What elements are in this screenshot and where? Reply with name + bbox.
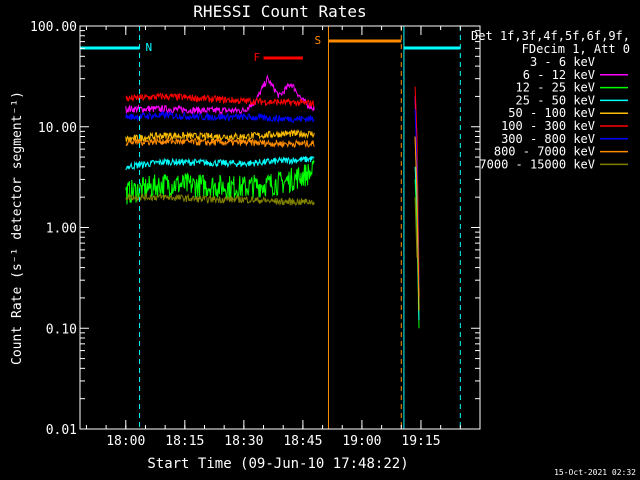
series-segment [125,129,315,143]
legend-label: 3 - 6 keV [530,55,595,69]
legend-label: 12 - 25 keV [516,81,595,95]
x-tick-label: 18:15 [165,434,204,449]
series-segment [125,156,315,171]
legend-header-line-1: Det 1f,3f,4f,5f,6f,9f, [471,29,630,43]
y-axis-label: Count Rate (s⁻¹ detector segment⁻¹) [10,91,25,365]
series-segment [414,197,418,258]
legend-label: 300 - 800 keV [501,132,595,146]
legend-label: 800 - 7000 keV [494,145,595,159]
x-tick-label: 18:45 [283,434,322,449]
series-800-7000-kev [125,136,420,298]
y-tick-label: 1.00 [46,222,77,237]
y-tick-label: 100.00 [30,20,77,35]
chart-title: RHESSI Count Rates [193,2,366,21]
series-segment [125,74,315,116]
series-segment [125,192,315,206]
x-tick-label: 18:00 [106,434,145,449]
series-segment [125,110,315,124]
y-tick-label: 0.10 [46,322,77,337]
series-segment [125,92,315,108]
legend-header-line-2: FDecim 1, Att 0 [522,42,630,56]
series-segment [125,158,315,205]
legend-label: 25 - 50 keV [516,93,595,107]
x-tick-label: 18:30 [224,434,263,449]
series-segment [125,87,315,189]
x-tick-label: 19:15 [401,434,440,449]
x-tick-label: 19:00 [342,434,381,449]
y-tick-label: 0.01 [46,423,77,438]
legend-label: 50 - 100 keV [508,106,595,120]
night-label: N [146,41,153,54]
axis-ticks: 18:00 18:15 18:30 18:45 19:00 19:15 0.01 0.10 1.… [30,20,480,449]
series-segment [125,136,315,149]
flare-label: F [254,51,261,64]
y-tick-label: 10.00 [38,121,77,136]
footer-timestamp: 15-Oct-2021 02:32 [554,468,636,477]
series-lines [125,74,422,412]
legend-label: 6 - 12 keV [523,68,595,82]
legend-label: 7000 - 15000 keV [479,157,595,171]
series-7000-15000-kev [125,192,418,258]
legend-label: 100 - 300 keV [501,119,595,133]
series-segment [414,136,420,298]
saa-label: S [314,34,321,47]
x-axis-label: Start Time (09-Jun-10 17:48:22) [147,456,408,472]
